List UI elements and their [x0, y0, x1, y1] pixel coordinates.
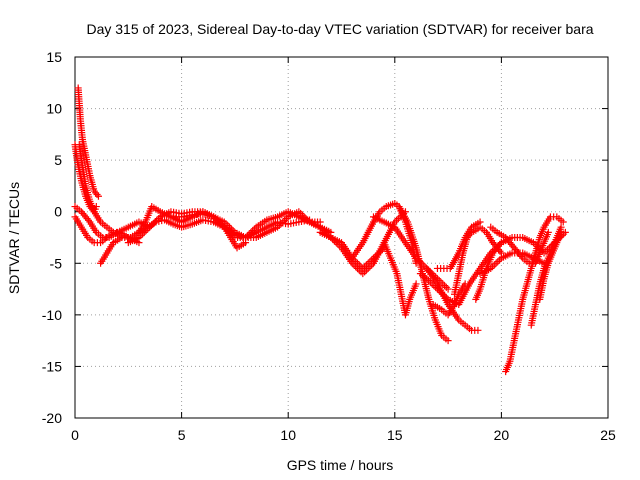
data-point — [474, 326, 482, 334]
series-track-2 — [74, 84, 102, 200]
data-point — [359, 270, 367, 278]
data-point — [366, 263, 374, 271]
data-point — [517, 252, 525, 260]
series-track-13 — [380, 239, 420, 319]
data-point — [350, 261, 358, 269]
y-tick-label: 0 — [54, 204, 62, 220]
series-track-18 — [429, 280, 469, 319]
series-track-10 — [306, 218, 388, 272]
data-point — [544, 228, 552, 236]
y-tick-label: -20 — [42, 410, 62, 426]
y-tick-label: 5 — [54, 152, 62, 168]
data-point — [476, 218, 484, 226]
series-track-9 — [167, 208, 335, 241]
series-track-17 — [423, 264, 482, 334]
data-point — [85, 216, 93, 224]
y-tick-label: 10 — [46, 101, 62, 117]
data-point — [557, 228, 565, 236]
x-tick-label: 5 — [178, 427, 186, 443]
series-track-25 — [536, 228, 565, 303]
axis-ticks: 0 5 10 15 20 25 -20 -15 -10 -5 0 5 10 15 — [42, 49, 616, 443]
data-point — [559, 218, 567, 226]
x-axis-label: GPS time / hours — [287, 457, 394, 473]
series-track-26 — [487, 223, 552, 267]
y-tick-label: -10 — [42, 307, 62, 323]
y-tick-label: -5 — [50, 255, 63, 271]
data-point — [394, 215, 402, 223]
data-point — [492, 259, 500, 267]
series-track-15 — [395, 203, 452, 345]
y-tick-label: 15 — [46, 49, 62, 65]
data-point — [355, 266, 363, 274]
chart-title: Day 315 of 2023, Sidereal Day-to-day VTE… — [86, 21, 593, 37]
data-point — [92, 203, 100, 211]
data-point — [352, 263, 360, 271]
y-tick-label: -15 — [42, 358, 62, 374]
plot-frame — [74, 56, 609, 419]
data-point — [490, 261, 498, 269]
x-tick-label: 0 — [71, 427, 79, 443]
series-track-23 — [476, 249, 548, 278]
data-point — [362, 266, 370, 274]
data-point — [444, 337, 452, 345]
data-point — [361, 268, 369, 276]
series-track-20 — [433, 218, 484, 272]
grid-lines — [75, 57, 608, 418]
data-point — [94, 192, 102, 200]
data-point — [444, 285, 452, 293]
y-axis-label: SDTVAR / TECUs — [6, 182, 22, 294]
data-point — [277, 220, 285, 228]
series-track-12 — [348, 199, 420, 267]
data-point — [494, 258, 502, 266]
data-points — [71, 84, 569, 376]
data-point — [461, 280, 469, 288]
x-tick-label: 10 — [280, 427, 296, 443]
data-point — [364, 264, 372, 272]
data-point — [412, 280, 420, 288]
x-tick-label: 15 — [387, 427, 403, 443]
data-point — [93, 191, 101, 199]
data-point — [496, 240, 504, 248]
x-tick-label: 25 — [600, 427, 616, 443]
data-point — [353, 264, 361, 272]
x-tick-label: 20 — [494, 427, 510, 443]
